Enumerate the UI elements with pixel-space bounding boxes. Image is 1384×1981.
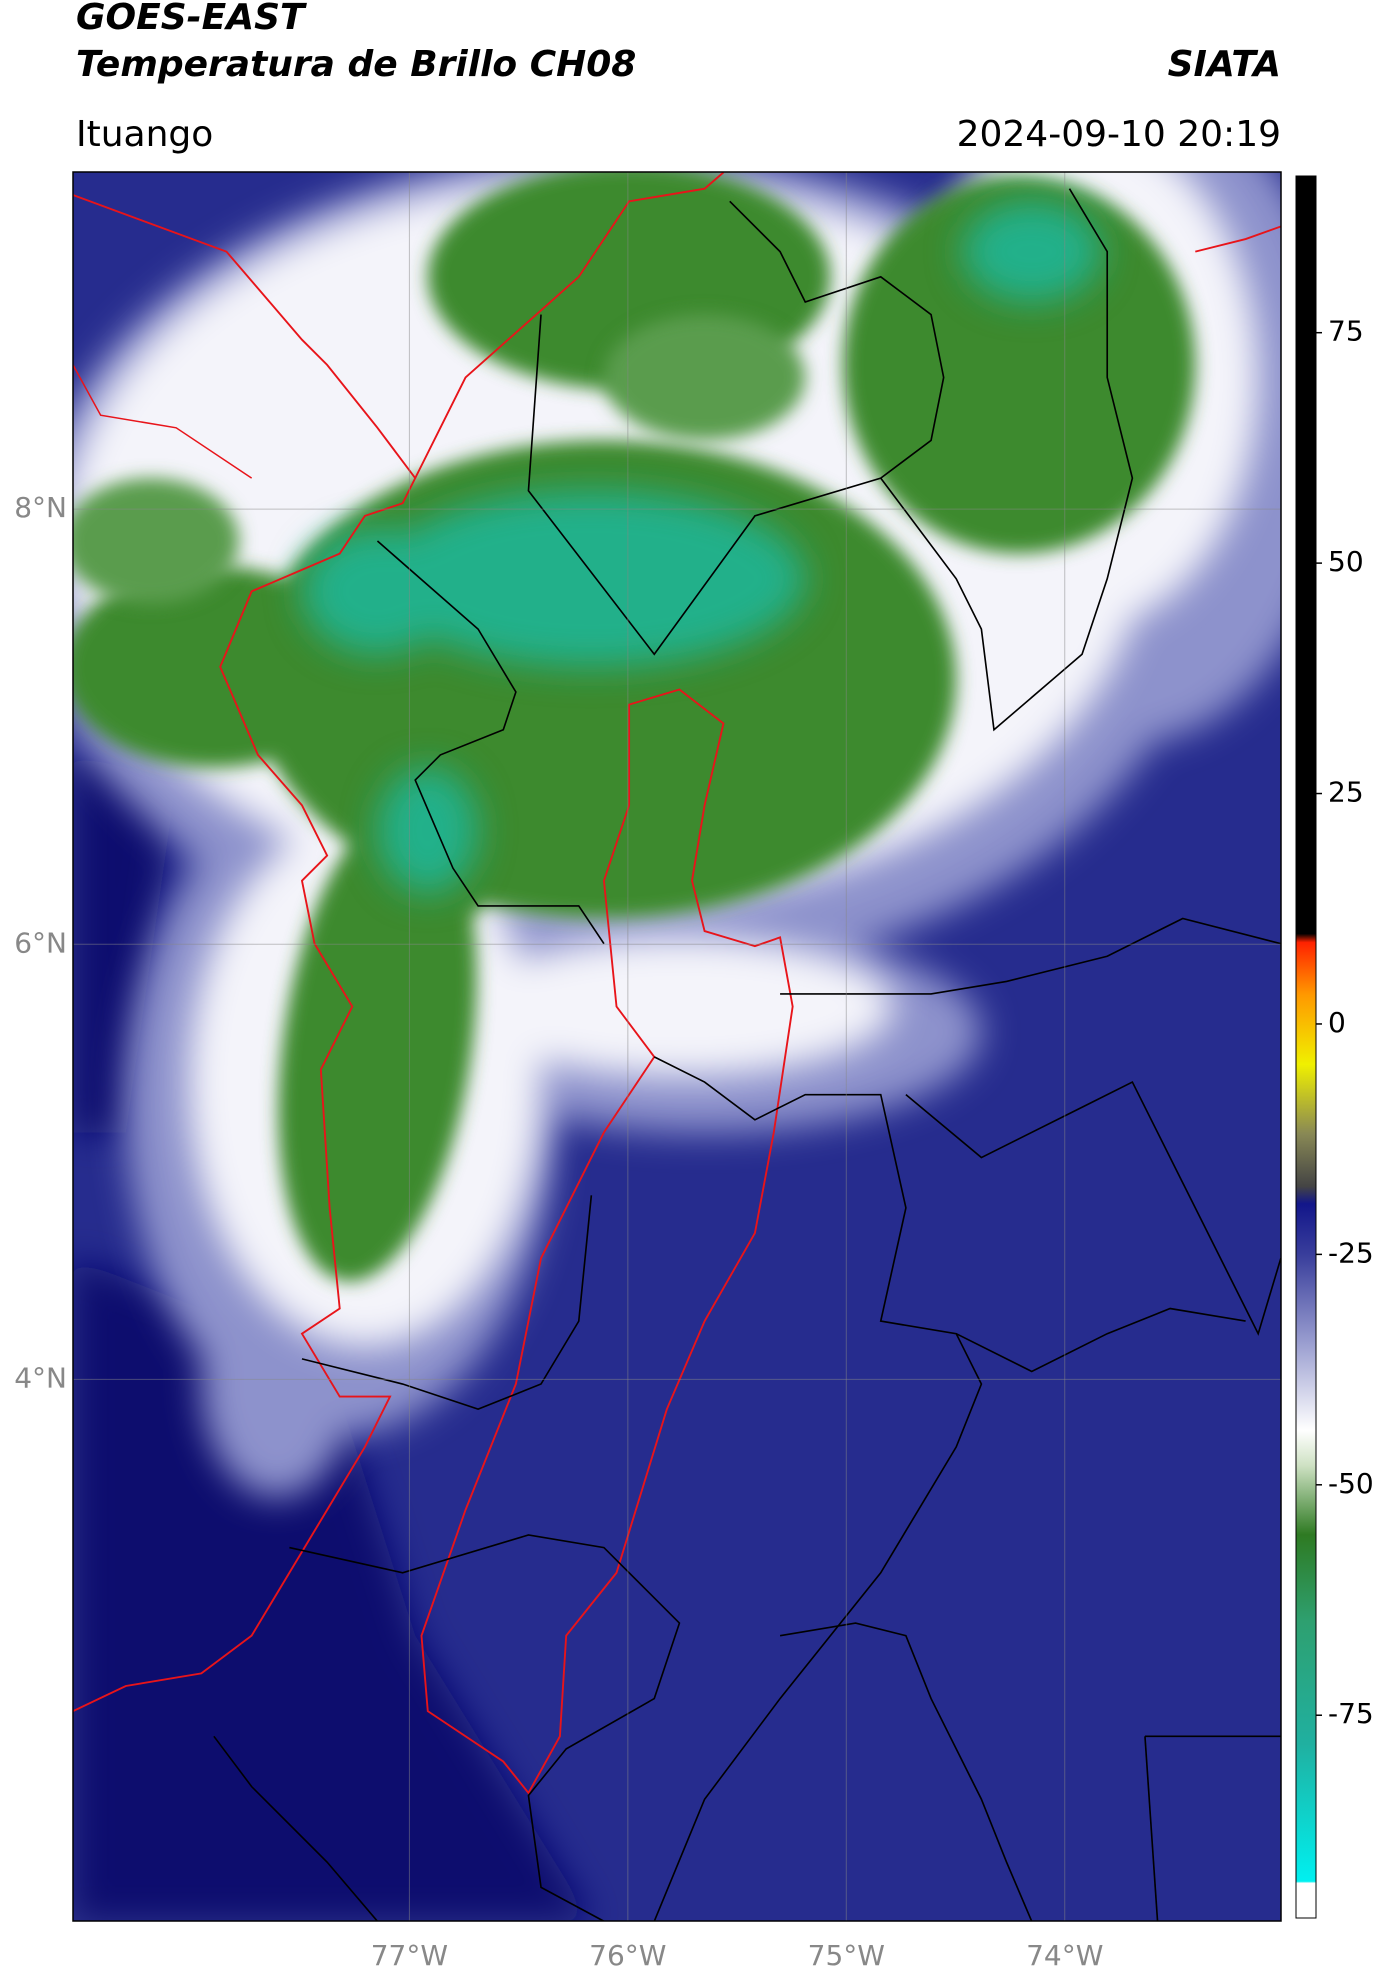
colorbar (1295, 175, 1317, 1919)
colorbar-tick-label: 0 (1328, 1006, 1346, 1039)
lon-tick-label: 75°W (808, 1939, 885, 1972)
lat-tick-label: 4°N (14, 1361, 67, 1394)
lat-tick-label: 6°N (14, 926, 67, 959)
colorbar-tick-label: 25 (1328, 776, 1364, 809)
map-frame (72, 171, 1282, 1922)
lat-tick-label: 8°N (14, 491, 67, 524)
lon-tick-label: 77°W (371, 1939, 448, 1972)
lon-tick-label: 74°W (1026, 1939, 1103, 1972)
colorbar-tick-label: 75 (1328, 315, 1364, 348)
colorbar-tick-label: -75 (1328, 1697, 1374, 1730)
source: SIATA (1168, 44, 1281, 85)
imagery (73, 172, 1281, 1921)
grid (73, 172, 1281, 1921)
location: Ituango (76, 114, 213, 155)
datetime: 2024-09-10 20:19 (957, 114, 1281, 155)
colorbar-tick-label: -50 (1328, 1467, 1374, 1500)
subtitle: Temperatura de Brillo CH08 (76, 44, 636, 85)
lon-tick-label: 76°W (589, 1939, 666, 1972)
colorbar-tick-label: 50 (1328, 545, 1364, 578)
header: GOES-EAST Temperatura de Brillo CH08 SIA… (76, 0, 1281, 155)
map (73, 172, 1281, 1921)
colorbar-tick-label: -25 (1328, 1236, 1374, 1269)
title: GOES-EAST (76, 0, 307, 38)
